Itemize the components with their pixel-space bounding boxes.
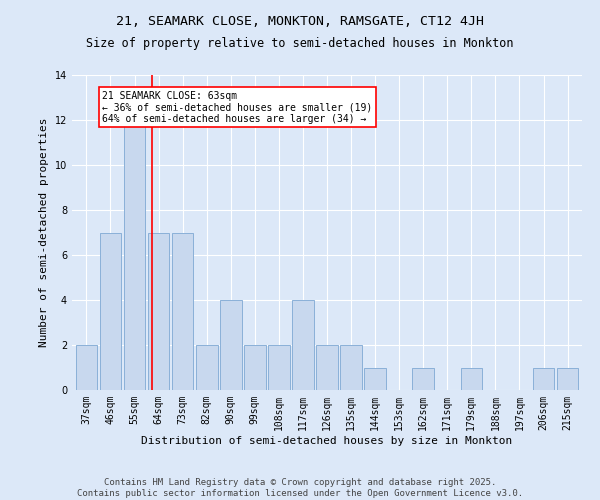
Bar bbox=[100, 232, 121, 390]
Text: Size of property relative to semi-detached houses in Monkton: Size of property relative to semi-detach… bbox=[86, 38, 514, 51]
Bar bbox=[461, 368, 482, 390]
Bar bbox=[316, 345, 338, 390]
Bar bbox=[124, 120, 145, 390]
Bar bbox=[196, 345, 218, 390]
Bar bbox=[557, 368, 578, 390]
Y-axis label: Number of semi-detached properties: Number of semi-detached properties bbox=[39, 118, 49, 347]
X-axis label: Distribution of semi-detached houses by size in Monkton: Distribution of semi-detached houses by … bbox=[142, 436, 512, 446]
Bar bbox=[244, 345, 266, 390]
Bar bbox=[172, 232, 193, 390]
Bar bbox=[268, 345, 290, 390]
Bar bbox=[292, 300, 314, 390]
Text: 21 SEAMARK CLOSE: 63sqm
← 36% of semi-detached houses are smaller (19)
64% of se: 21 SEAMARK CLOSE: 63sqm ← 36% of semi-de… bbox=[102, 91, 373, 124]
Bar bbox=[533, 368, 554, 390]
Bar bbox=[148, 232, 169, 390]
Bar bbox=[412, 368, 434, 390]
Bar bbox=[220, 300, 242, 390]
Text: 21, SEAMARK CLOSE, MONKTON, RAMSGATE, CT12 4JH: 21, SEAMARK CLOSE, MONKTON, RAMSGATE, CT… bbox=[116, 15, 484, 28]
Bar bbox=[76, 345, 97, 390]
Bar bbox=[340, 345, 362, 390]
Text: Contains HM Land Registry data © Crown copyright and database right 2025.
Contai: Contains HM Land Registry data © Crown c… bbox=[77, 478, 523, 498]
Bar bbox=[364, 368, 386, 390]
